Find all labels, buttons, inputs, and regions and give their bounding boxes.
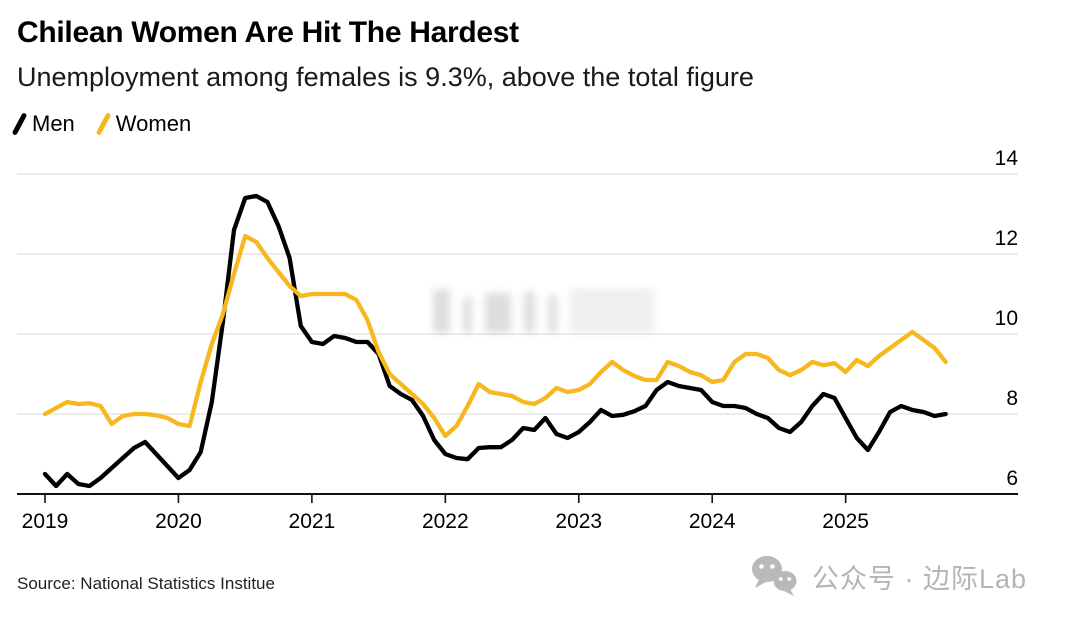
x-tick-label: 2023: [555, 510, 602, 533]
legend-item-men: Men: [11, 111, 75, 137]
y-tick-label: 10: [995, 307, 1018, 330]
y-tick-label: 6: [1006, 467, 1018, 490]
y-tick-label: 12: [995, 227, 1018, 250]
publisher-watermark-text: 公众号 · 边际Lab: [812, 563, 1028, 594]
wechat-icon: [752, 556, 797, 596]
x-tick-label: 2020: [155, 510, 202, 533]
women-line: [42, 233, 948, 439]
publisher-watermark: 公众号 · 边际Lab: [750, 554, 1027, 598]
legend: Men Women: [11, 108, 192, 140]
x-tick-label: 2019: [22, 510, 69, 533]
legend-label-men: Men: [32, 111, 75, 136]
x-tick-label: 2022: [422, 510, 469, 533]
legend-item-women: Women: [95, 111, 192, 137]
source-note: Source: National Statistics Institue: [17, 574, 275, 593]
x-tick-label: 2025: [822, 510, 869, 533]
page-title: Chilean Women Are Hit The Hardest: [17, 16, 519, 49]
y-tick-label: 14: [995, 147, 1019, 170]
legend-label-women: Women: [115, 111, 192, 136]
y-tick-label: 8: [1006, 387, 1018, 410]
men-line: [42, 193, 948, 489]
x-tick-label: 2024: [689, 510, 736, 533]
chart-subtitle: Unemployment among females is 9.3%, abov…: [17, 62, 754, 92]
x-tick-label: 2021: [289, 510, 336, 533]
